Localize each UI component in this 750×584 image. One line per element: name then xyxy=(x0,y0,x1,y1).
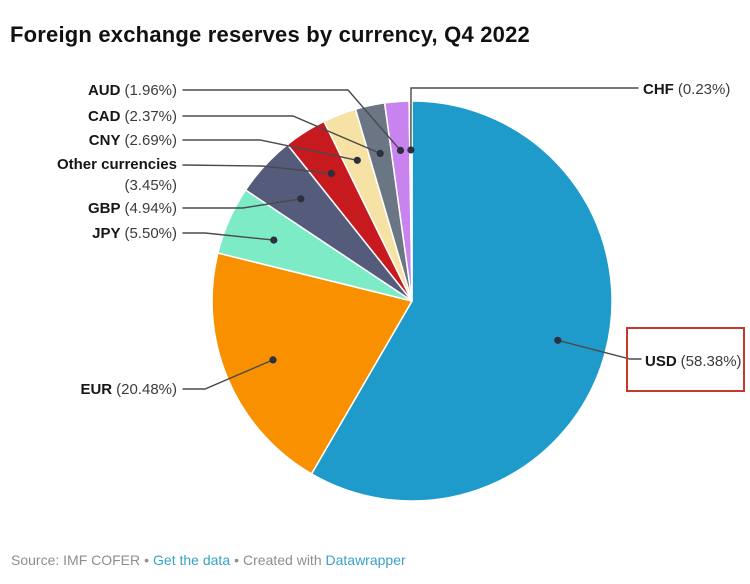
currency-code-cny: CNY xyxy=(88,131,121,149)
leader-dot-cny xyxy=(353,156,361,164)
currency-share-eur: (20.48%) xyxy=(116,380,177,398)
currency-share-aud: (1.96%) xyxy=(124,81,177,99)
currency-code-jpy: JPY xyxy=(92,224,121,242)
callout-label-aud[interactable]: AUD (1.96%) xyxy=(88,80,177,101)
currency-code-usd: USD xyxy=(645,352,677,370)
chart-title: Foreign exchange reserves by currency, Q… xyxy=(10,22,530,47)
separator-dot: • xyxy=(234,552,240,568)
callout-label-gbp[interactable]: GBP (4.94%) xyxy=(88,198,177,219)
currency-share-usd: (58.38%) xyxy=(680,352,742,370)
currency-code-other-currencies: Other currencies xyxy=(56,155,177,173)
leader-dot-other-currencies xyxy=(327,169,335,177)
currency-code-eur: EUR xyxy=(80,380,113,398)
leader-line-chf xyxy=(410,87,639,151)
currency-code-gbp: GBP xyxy=(87,199,121,217)
leader-line-usd xyxy=(557,339,642,360)
leader-dot-eur xyxy=(269,356,277,364)
datawrapper-link[interactable]: Datawrapper xyxy=(325,552,406,568)
leader-dot-usd xyxy=(554,336,562,344)
get-the-data-link[interactable]: Get the data xyxy=(153,552,231,568)
leader-line-aud xyxy=(182,89,402,152)
leader-dot-aud xyxy=(396,146,405,154)
callout-label-other-currencies[interactable]: Other currencies (3.45%) xyxy=(57,154,177,196)
callout-label-usd[interactable]: USD (58.38%) xyxy=(645,351,742,372)
separator-dot: • xyxy=(144,552,150,568)
currency-share-jpy: (5.50%) xyxy=(124,224,177,242)
leader-line-eur xyxy=(182,359,274,390)
leader-dot-gbp xyxy=(297,195,305,203)
leader-dot-cad xyxy=(376,149,384,157)
source-text: Source: IMF COFER xyxy=(11,552,141,568)
leader-line-jpy xyxy=(182,232,275,241)
currency-share-chf: (0.23%) xyxy=(677,80,731,98)
leader-line-gbp xyxy=(182,198,302,209)
leader-dot-jpy xyxy=(270,236,278,244)
callout-label-eur[interactable]: EUR (20.48%) xyxy=(80,379,177,400)
currency-share-cad: (2.37%) xyxy=(124,107,177,125)
callout-label-cad[interactable]: CAD (2.37%) xyxy=(88,106,177,127)
currency-share-gbp: (4.94%) xyxy=(124,199,177,217)
created-with-text: Created with xyxy=(243,552,322,568)
leader-line-other-currencies xyxy=(182,164,332,175)
leader-dot-chf xyxy=(407,146,415,154)
currency-code-aud: AUD xyxy=(87,81,121,99)
footer: Source: IMF COFER • Get the data • Created w… xyxy=(11,550,406,570)
callout-label-cny[interactable]: CNY (2.69%) xyxy=(89,130,177,151)
currency-code-cad: CAD xyxy=(87,107,121,125)
currency-share-other-currencies: (3.45%) xyxy=(124,176,177,194)
currency-share-cny: (2.69%) xyxy=(124,131,177,149)
currency-code-chf: CHF xyxy=(643,80,674,98)
leader-line-cny xyxy=(182,139,358,162)
callout-label-chf[interactable]: CHF (0.23%) xyxy=(643,79,730,100)
leader-line-cad xyxy=(182,115,381,155)
callout-label-jpy[interactable]: JPY (5.50%) xyxy=(92,223,177,244)
